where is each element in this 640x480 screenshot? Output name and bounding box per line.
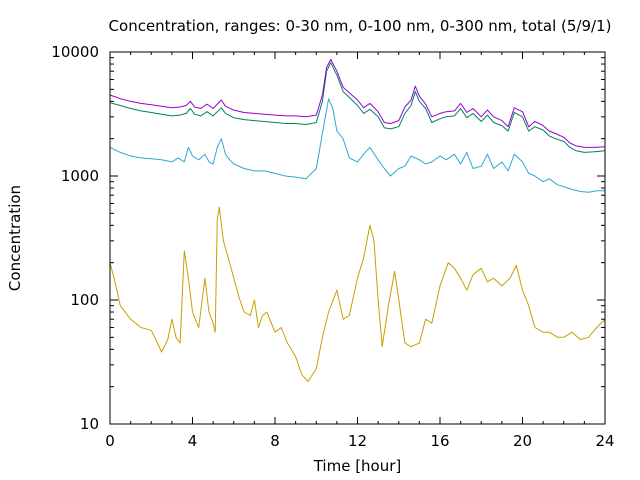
y-tick-label: 100 (70, 291, 99, 309)
x-tick-label: 0 (105, 432, 115, 450)
series-line-3 (109, 59, 606, 148)
x-tick-label: 20 (513, 432, 532, 450)
x-tick-label: 8 (270, 432, 280, 450)
plot-frame (109, 51, 606, 425)
y-tick-label: 10000 (51, 43, 99, 61)
series-line-1 (109, 98, 605, 193)
x-tick-label: 24 (595, 432, 614, 450)
y-tick-label: 1000 (61, 167, 99, 185)
series-line-2 (109, 62, 606, 153)
x-tick-label: 4 (188, 432, 198, 450)
y-tick-label: 10 (80, 415, 99, 433)
chart-title: Concentration, ranges: 0-30 nm, 0-100 nm… (109, 17, 612, 35)
x-tick-label: 16 (430, 432, 449, 450)
y-axis-label: Concentration (6, 185, 24, 291)
series-line-0 (109, 206, 606, 382)
x-axis-label: Time [hour] (313, 457, 402, 475)
x-tick-label: 12 (348, 432, 367, 450)
series-group (109, 59, 606, 382)
